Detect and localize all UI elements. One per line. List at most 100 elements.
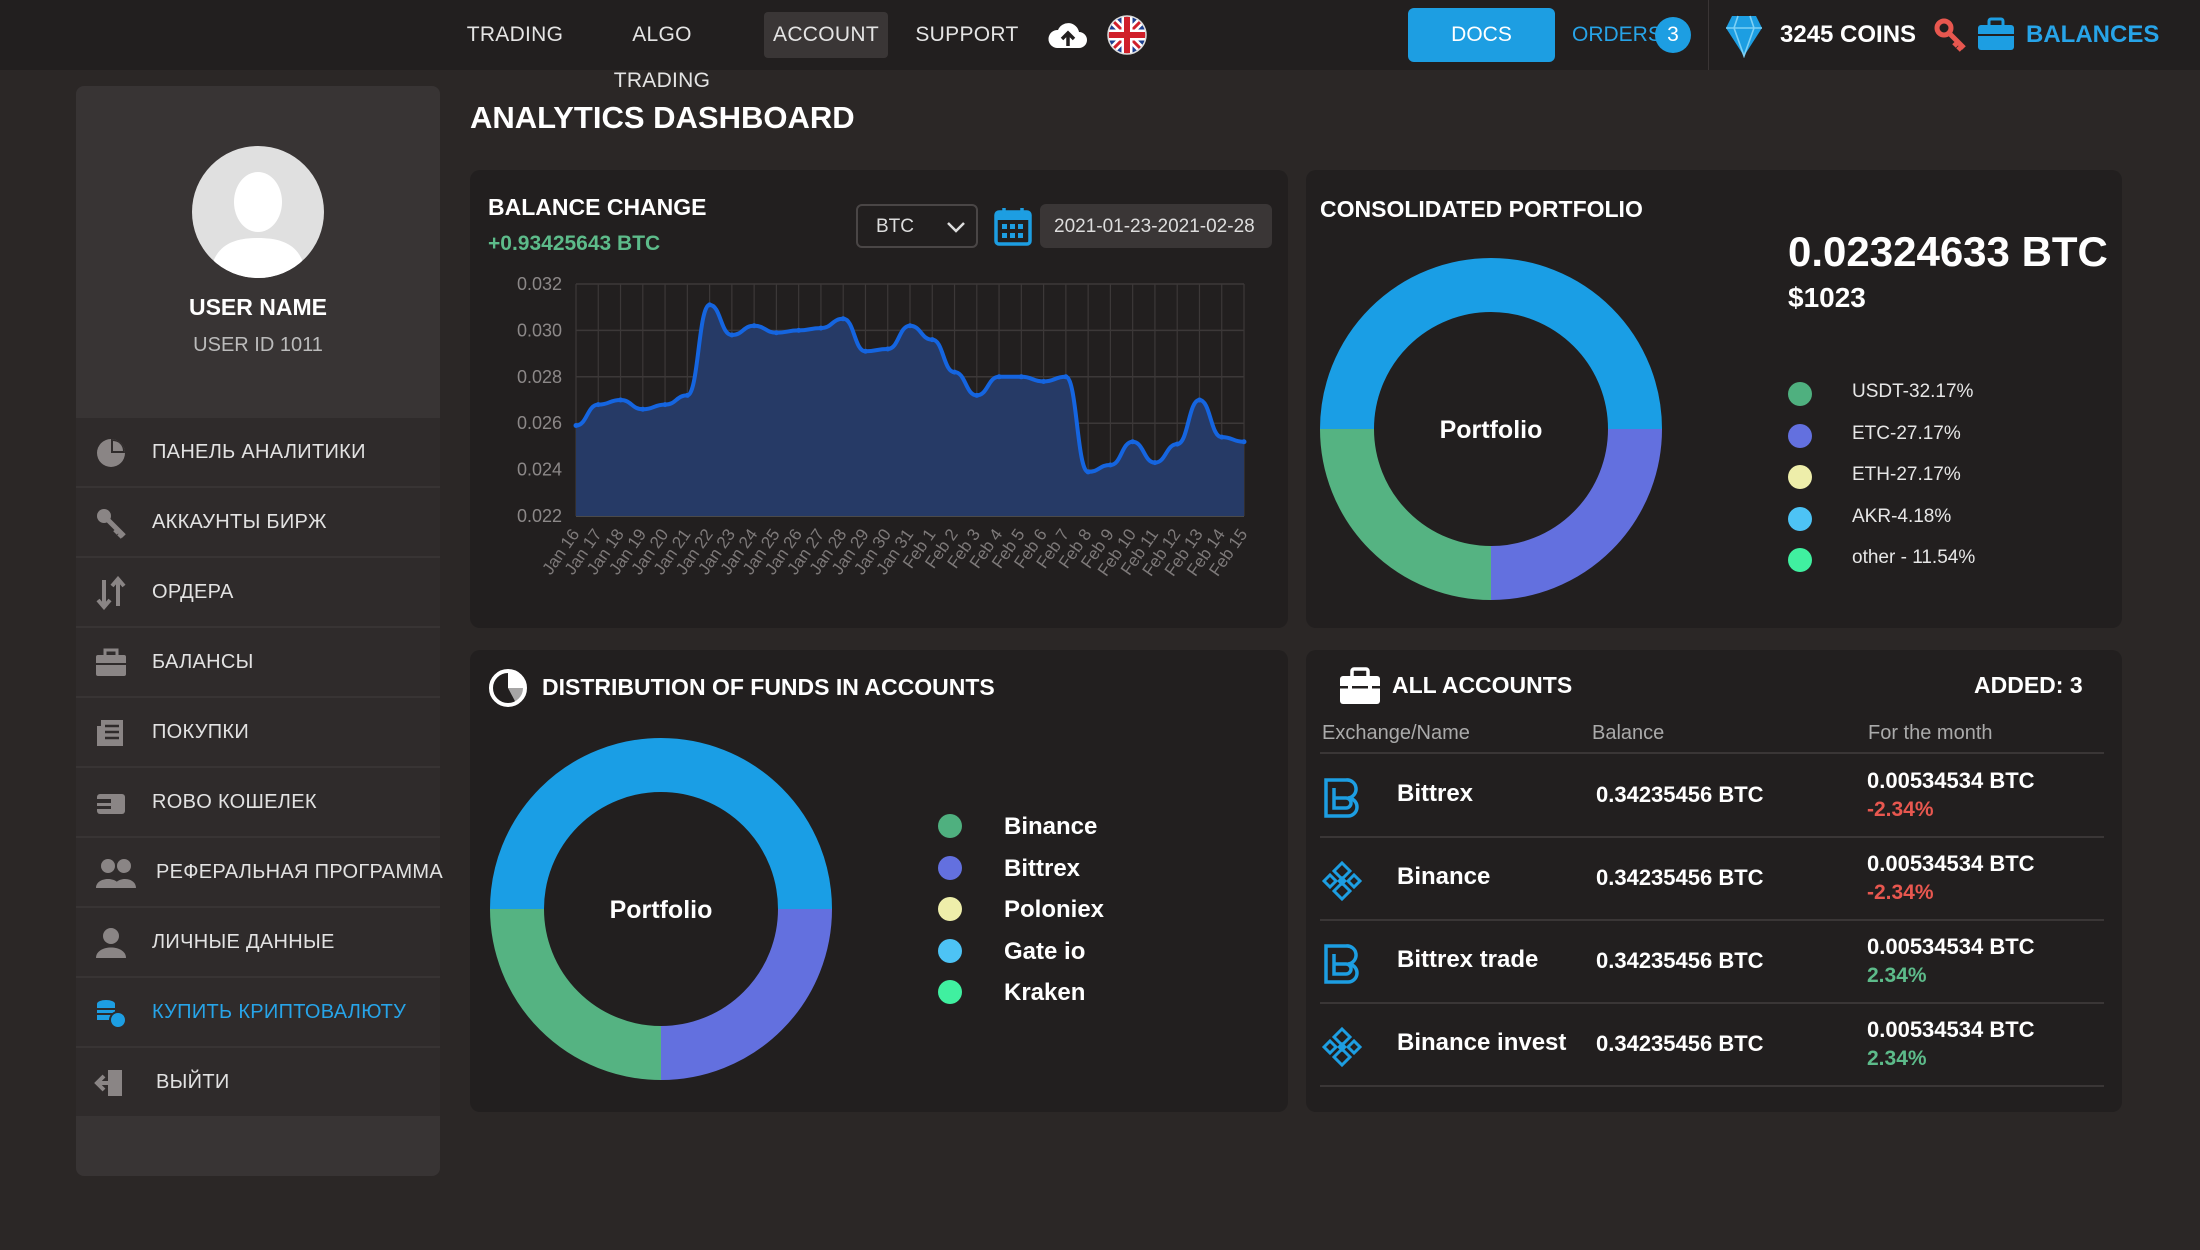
- nav-account[interactable]: ACCOUNT: [764, 12, 888, 58]
- donut-segment[interactable]: [490, 738, 832, 910]
- currency-select-value: BTC: [876, 216, 914, 237]
- data-point: [952, 369, 958, 375]
- legend-label[interactable]: ETC-27.17%: [1852, 422, 1961, 444]
- sidebar-item-personal-data[interactable]: ЛИЧНЫЕ ДАННЫЕ: [76, 908, 440, 976]
- calendar-icon[interactable]: [994, 206, 1032, 246]
- data-point: [929, 337, 935, 343]
- sidebar-item-analytics[interactable]: ПАНЕЛЬ АНАЛИТИКИ: [76, 418, 440, 486]
- key-icon[interactable]: [1934, 18, 1968, 52]
- data-point: [684, 392, 690, 398]
- user-icon: [96, 928, 126, 958]
- distribution-card: DISTRIBUTION OF FUNDS IN ACCOUNTS Portfo…: [470, 650, 1288, 1112]
- data-point: [862, 348, 868, 354]
- briefcase-icon[interactable]: [1976, 16, 2016, 52]
- column-header-exchange[interactable]: Exchange/Name: [1322, 722, 1470, 744]
- accounts-added-count: ADDED: 3: [1974, 672, 2083, 698]
- docs-button[interactable]: DOCS: [1408, 8, 1555, 62]
- table-row[interactable]: Binance 0.34235456 BTC 0.00534534 BTC -2.34…: [1320, 839, 2104, 921]
- diamond-icon: [1726, 15, 1762, 58]
- data-point: [707, 302, 713, 308]
- legend-label[interactable]: ETH-27.17%: [1852, 464, 1961, 485]
- data-point: [1174, 441, 1180, 447]
- legend-dot: [938, 855, 962, 880]
- account-month-change: 2.34%: [1867, 1047, 1927, 1070]
- account-name: Bittrex trade: [1397, 946, 1539, 973]
- user-name: USER NAME: [188, 294, 327, 320]
- legend-dot: [1788, 506, 1812, 531]
- user-silhouette-icon: [210, 172, 306, 278]
- data-point: [1152, 460, 1158, 466]
- data-point: [840, 316, 846, 322]
- portfolio-usd-total: $1023: [1788, 282, 1866, 313]
- date-range-field[interactable]: 2021-01-23-2021-02-28: [1040, 204, 1272, 248]
- data-point: [885, 346, 891, 352]
- column-header-balance[interactable]: Balance: [1592, 722, 1665, 744]
- account-balance: 0.34235456 BTC: [1596, 865, 1764, 890]
- sidebar-item-logout[interactable]: ВЫЙТИ: [76, 1048, 440, 1116]
- sidebar-item-referral[interactable]: РЕФЕРАЛЬНАЯ ПРОГРАММА: [76, 838, 443, 906]
- coins-icon: [97, 1000, 127, 1029]
- legend-dot: [1788, 465, 1812, 489]
- table-row[interactable]: Bittrex 0.34235456 BTC 0.00534534 BTC -2.34…: [1320, 756, 2104, 838]
- sidebar-item-exchange-accounts[interactable]: АККАУНТЫ БИРЖ: [76, 488, 440, 556]
- legend-dot: [938, 980, 962, 1004]
- table-row[interactable]: Binance invest 0.34235456 BTC 0.00534534 B…: [1320, 1005, 2104, 1087]
- data-point: [996, 374, 1002, 380]
- sidebar-item-label: ОРДЕРА: [152, 581, 234, 603]
- briefcase-icon: [1340, 667, 1380, 704]
- legend-label[interactable]: Gate io: [1004, 937, 1086, 965]
- table-row[interactable]: Bittrex trade 0.34235456 BTC 0.00534534 BT…: [1320, 922, 2104, 1004]
- data-point: [907, 323, 913, 329]
- sidebar-item-label: ПАНЕЛЬ АНАЛИТИКИ: [152, 441, 366, 463]
- binance-logo-icon: [1320, 859, 1364, 903]
- data-point: [1018, 374, 1024, 380]
- sidebar-item-balances[interactable]: БАЛАНСЫ: [76, 628, 440, 696]
- legend-label[interactable]: Poloniex: [1004, 896, 1105, 923]
- uk-flag-icon[interactable]: [1107, 15, 1147, 55]
- legend-dot: [1788, 382, 1812, 406]
- donut-segment[interactable]: [490, 908, 662, 1080]
- data-point: [1130, 439, 1136, 445]
- data-point: [595, 402, 601, 408]
- account-name: Binance invest: [1397, 1029, 1567, 1056]
- legend-label[interactable]: USDT-32.17%: [1852, 381, 1974, 402]
- legend-label[interactable]: Binance: [1004, 813, 1098, 840]
- sidebar-item-label: ВЫЙТИ: [156, 1071, 230, 1093]
- legend-label[interactable]: other - 11.54%: [1852, 547, 1976, 568]
- donut-segment[interactable]: [1490, 428, 1662, 600]
- avatar[interactable]: [192, 146, 324, 278]
- column-header-month[interactable]: For the month: [1868, 722, 1993, 744]
- legend-dot: [1788, 548, 1812, 572]
- distribution-title: DISTRIBUTION OF FUNDS IN ACCOUNTS: [542, 674, 995, 700]
- account-name: Binance: [1397, 863, 1491, 890]
- donut-segment[interactable]: [660, 908, 832, 1080]
- account-name: Bittrex: [1397, 780, 1474, 807]
- donut-segment[interactable]: [1320, 258, 1662, 430]
- nav-trading[interactable]: TRADING: [466, 23, 564, 46]
- sidebar-item-orders[interactable]: ОРДЕРА: [76, 558, 440, 626]
- sidebar-item-label: ЛИЧНЫЕ ДАННЫЕ: [152, 931, 335, 953]
- cloud-upload-icon[interactable]: [1046, 14, 1090, 58]
- table-divider: [1320, 752, 2104, 754]
- legend-label[interactable]: AKR-4.18%: [1852, 505, 1952, 527]
- sidebar-item-purchases[interactable]: ПОКУПКИ: [76, 698, 440, 766]
- y-tick-label: 0.022: [517, 506, 562, 526]
- data-point: [1196, 397, 1202, 403]
- date-range-value: 2021-01-23-2021-02-28: [1054, 216, 1255, 237]
- nav-algo-trading[interactable]: ALGO TRADING: [613, 23, 711, 92]
- account-month-value: 0.00534534 BTC: [1867, 934, 2035, 959]
- sidebar-item-label: БАЛАНСЫ: [152, 651, 254, 673]
- bittrex-logo-icon: [1320, 776, 1364, 820]
- accounts-title: ALL ACCOUNTS: [1392, 672, 1573, 698]
- legend-label[interactable]: Bittrex: [1004, 854, 1081, 882]
- orders-link[interactable]: ORDERS: [1572, 23, 1662, 46]
- legend-label[interactable]: Kraken: [1004, 979, 1086, 1006]
- sidebar-item-robo-wallet[interactable]: ROBO КОШЕЛЕК: [76, 768, 440, 836]
- currency-select[interactable]: BTC: [856, 204, 978, 248]
- consolidated-portfolio-card: CONSOLIDATED PORTFOLIO 0.02324633 BTC $1…: [1306, 170, 2122, 628]
- donut-segment[interactable]: [1320, 428, 1492, 600]
- balance-change-card: BALANCE CHANGE +0.93425643 BTC BTC 2021-…: [470, 170, 1288, 628]
- nav-support[interactable]: SUPPORT: [915, 23, 1019, 46]
- sidebar-item-buy-crypto[interactable]: КУПИТЬ КРИПТОВАЛЮТУ: [76, 978, 440, 1046]
- balances-link[interactable]: BALANCES: [2026, 21, 2160, 48]
